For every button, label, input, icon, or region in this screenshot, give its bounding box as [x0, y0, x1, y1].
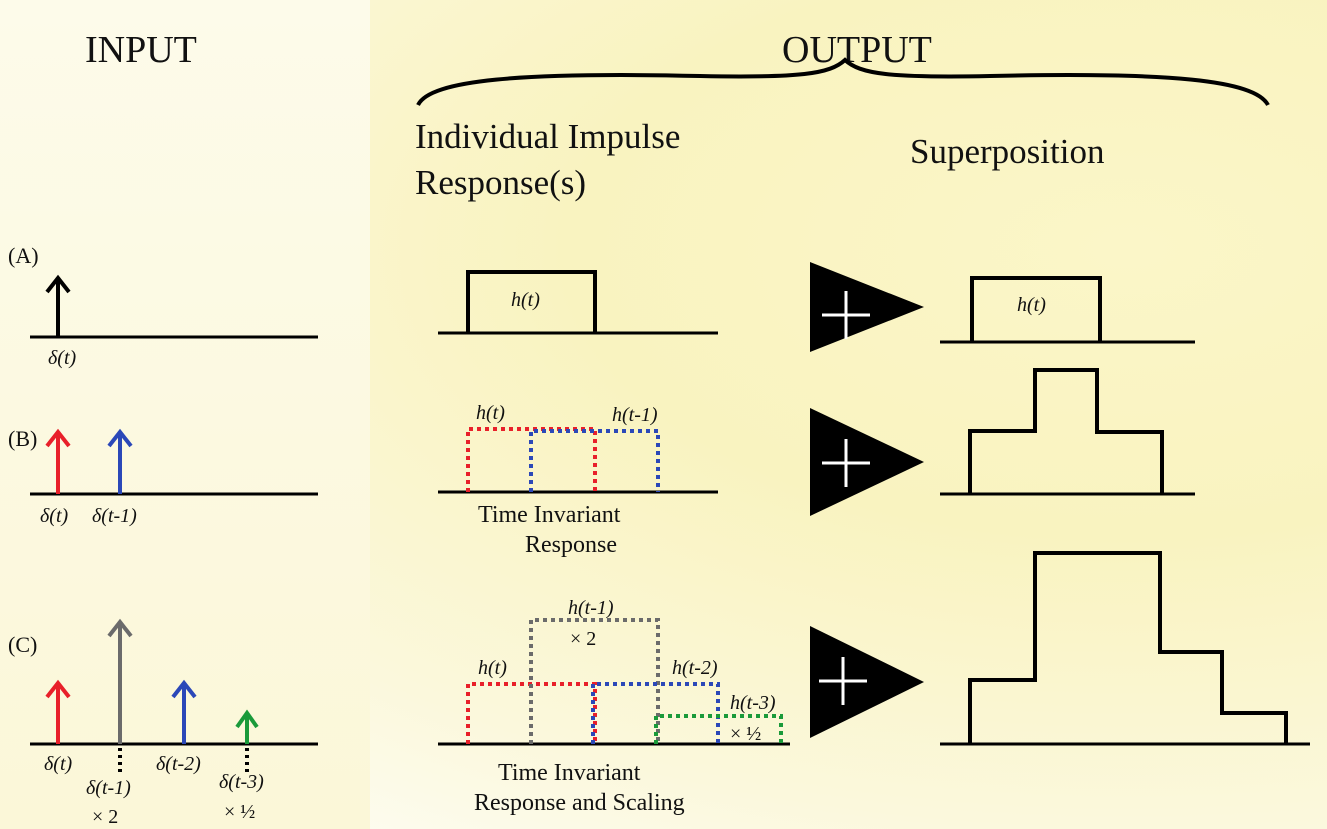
row-c-input-scale-t3: × ½ — [224, 801, 255, 823]
row-c-input-scale-t1: × 2 — [92, 806, 118, 828]
row-c-response-label-t3: h(t-3) — [730, 692, 776, 714]
row-c-response-label-t2: h(t-2) — [672, 657, 718, 679]
row-c-response-label-t: h(t) — [478, 657, 507, 679]
row-b-response-h-t1 — [529, 429, 660, 492]
row-a-impulse-arrow — [45, 274, 71, 337]
row-c-sum-staircase — [968, 551, 1288, 744]
output-header: OUTPUT — [782, 29, 932, 71]
row-c-impulse-arrow-t — [45, 679, 71, 744]
row-b-caption-line1: Time Invariant — [478, 502, 621, 528]
row-c-impulse-arrow-t3 — [235, 709, 259, 744]
row-c-caption-line2: Response and Scaling — [474, 790, 685, 816]
row-b-input-label-t1: δ(t-1) — [92, 505, 137, 527]
row-a-input-label: δ(t) — [48, 347, 77, 369]
row-c-label: (C) — [8, 632, 37, 657]
row-b-sum-staircase — [968, 368, 1164, 494]
row-a-label: (A) — [8, 243, 39, 268]
row-b-response-label-t1: h(t-1) — [612, 404, 658, 426]
row-b-impulse-arrow-t — [45, 428, 71, 494]
row-a-sum-pulse — [970, 276, 1102, 342]
row-a-response-label: h(t) — [511, 289, 540, 311]
individual-header-line2: Response(s) — [415, 163, 586, 202]
row-c-input-label-t: δ(t) — [44, 753, 73, 775]
superposition-header: Superposition — [910, 132, 1104, 171]
row-a-sum-triangle — [810, 262, 924, 352]
row-c-caption-line1: Time Invariant — [498, 760, 641, 786]
row-c-response-label-t1: h(t-1) — [568, 597, 614, 619]
row-c-input-label-t1: δ(t-1) — [86, 777, 131, 799]
row-c-response-scale-t3: × ½ — [730, 723, 761, 745]
row-b-caption-line2: Response — [525, 532, 617, 558]
row-b-input-label-t: δ(t) — [40, 505, 69, 527]
row-c-sum-triangle — [810, 626, 924, 738]
input-header: INPUT — [85, 29, 197, 71]
row-b-sum-triangle — [810, 408, 924, 516]
row-b-label: (B) — [8, 426, 37, 451]
individual-header-line1: Individual Impulse — [415, 117, 680, 156]
row-c-response-h-t1 — [529, 618, 660, 744]
row-c-response-h-t3 — [654, 714, 783, 744]
row-a-sum-label: h(t) — [1017, 294, 1046, 316]
row-c-response-scale-t1: × 2 — [570, 628, 596, 650]
row-c-input-label-t2: δ(t-2) — [156, 753, 201, 775]
row-c-impulse-arrow-t2 — [171, 679, 197, 744]
row-b-response-label-t: h(t) — [476, 402, 505, 424]
row-c-impulse-arrow-t1 — [107, 618, 133, 744]
row-b-impulse-arrow-t1 — [107, 428, 133, 494]
output-brace — [416, 57, 1270, 107]
row-a-response-pulse — [466, 270, 597, 333]
row-c-response-h-t2 — [591, 682, 720, 744]
row-c-input-label-t3: δ(t-3) — [219, 771, 264, 793]
